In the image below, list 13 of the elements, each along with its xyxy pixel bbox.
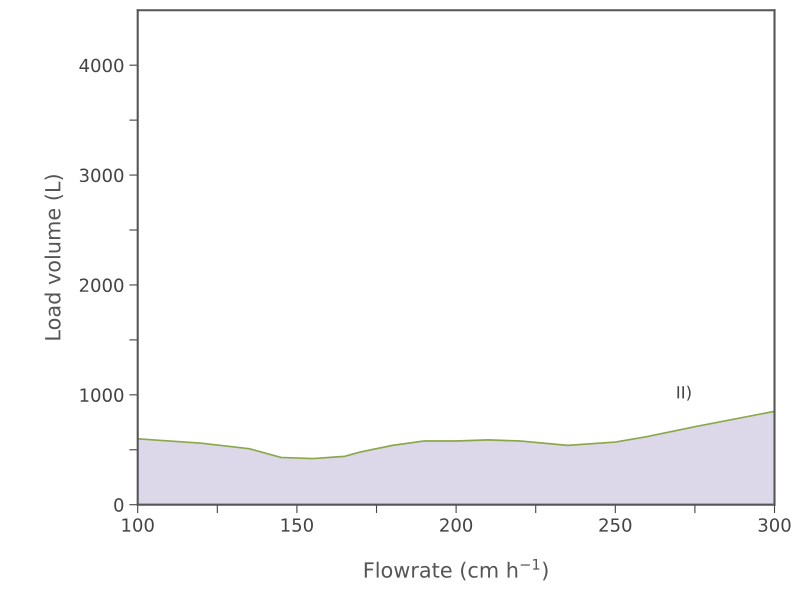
y-tick-label: 3000 [80,168,124,182]
annotation: II) [677,386,691,401]
x-tick-label: 250 [599,518,632,532]
x-axis-title: Flowrate (cm h$^{−1}$) [364,558,548,580]
x-tick-label: 300 [758,518,791,532]
y-tick-label: 0 [114,498,124,512]
y-tick-label: 4000 [79,58,124,72]
y-tick-label: 2000 [80,278,124,292]
y-tick-label: 1000 [80,388,124,402]
x-tick-label: 100 [122,518,154,532]
x-tick-label: 200 [440,518,472,532]
x-tick-label: 150 [282,518,313,532]
y-axis-title: Load volume (L) [44,175,64,340]
